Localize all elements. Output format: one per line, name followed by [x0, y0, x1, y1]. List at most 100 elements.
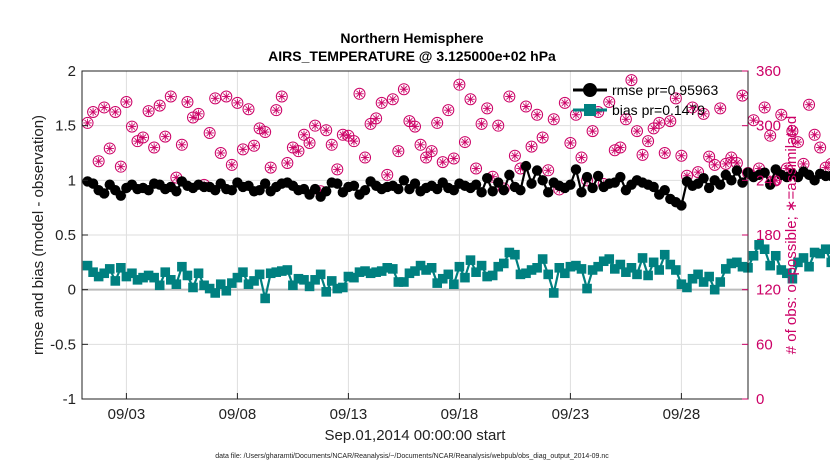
obs-possible-circle	[298, 128, 310, 141]
obs-possible-circle	[281, 157, 294, 170]
bias-point	[227, 278, 237, 288]
obs-marker	[120, 95, 133, 108]
legend-bias-label: bias pr=0.1479	[612, 102, 705, 118]
x-tick-label: 09/08	[219, 406, 257, 423]
obs-assimilated-star	[367, 120, 374, 128]
obs-marker	[492, 119, 505, 132]
obs-assimilated-star	[284, 159, 291, 167]
bias-point	[338, 282, 348, 293]
bias-point	[132, 275, 143, 285]
obs-assimilated-star	[289, 144, 297, 151]
obs-marker	[353, 87, 366, 100]
bias-point	[299, 275, 309, 285]
obs-possible-circle	[431, 116, 444, 129]
obs-assimilated-star	[445, 106, 452, 114]
bias-point	[748, 250, 759, 261]
bias-point	[410, 266, 420, 276]
rmse-point	[259, 178, 271, 189]
rmse-series	[82, 160, 830, 211]
bias-point	[449, 279, 459, 289]
obs-assimilated-star	[644, 137, 652, 145]
obs-marker	[264, 161, 277, 174]
obs-assimilated-star	[766, 132, 774, 139]
obs-marker	[359, 151, 372, 164]
obs-assimilated-star	[117, 163, 125, 170]
obs-marker	[714, 102, 727, 115]
obs-marker	[292, 145, 305, 158]
bias-point	[671, 265, 681, 275]
bias-point	[487, 270, 498, 281]
legend: rmse pr=0.95963 bias pr=0.1479	[573, 82, 718, 118]
obs-marker	[747, 114, 760, 127]
obs-possible-circle	[103, 142, 116, 155]
bias-point	[515, 269, 526, 280]
bias-point	[659, 249, 670, 260]
obs-marker	[453, 78, 466, 91]
obs-marker	[281, 157, 294, 170]
obs-possible-circle	[392, 145, 405, 158]
obs-marker	[175, 138, 188, 151]
obs-marker	[431, 116, 444, 129]
obs-marker	[736, 89, 749, 102]
obs-marker	[298, 128, 310, 141]
obs-assimilated-star	[178, 141, 186, 149]
bias-point	[732, 257, 742, 268]
obs-possible-circle	[686, 101, 699, 114]
bias-point	[465, 255, 476, 265]
obs-possible-circle	[619, 113, 632, 126]
obs-assimilated-star	[739, 92, 746, 99]
obs-assimilated-star	[234, 99, 241, 107]
bias-point	[404, 268, 415, 279]
obs-marker	[397, 83, 410, 96]
rmse-point	[309, 183, 321, 195]
bias-point	[171, 279, 182, 289]
obs-marker	[764, 129, 777, 142]
bias-point	[826, 257, 830, 268]
bias-point	[154, 280, 165, 291]
bias-point	[138, 272, 148, 283]
bias-point	[809, 247, 820, 258]
obs-marker	[270, 104, 283, 117]
obs-possible-circle	[825, 158, 830, 170]
bias-point	[476, 260, 487, 271]
obs-assimilated-star	[350, 137, 358, 145]
bias-point	[238, 267, 248, 277]
obs-possible-circle	[758, 101, 771, 114]
obs-assimilated-star	[139, 134, 147, 141]
obs-marker	[386, 93, 399, 106]
obs-assimilated-star	[112, 108, 119, 116]
bias-point	[510, 249, 520, 260]
obs-assimilated-star	[578, 154, 585, 161]
obs-possible-circle	[436, 156, 449, 169]
obs-assimilated-star	[467, 95, 474, 103]
bias-point	[554, 263, 565, 273]
obs-assimilated-star	[195, 110, 202, 118]
obs-marker	[692, 166, 705, 179]
obs-assimilated-star	[428, 147, 435, 155]
obs-assimilated-star	[228, 161, 236, 169]
x-tick-label: 09/13	[330, 406, 368, 423]
obs-marker	[664, 115, 677, 128]
bias-point	[254, 269, 265, 280]
rmse-point	[587, 182, 598, 194]
obs-assimilated-star	[789, 127, 796, 135]
chart-title: Northern Hemisphere	[340, 30, 483, 46]
bias-point	[521, 268, 531, 279]
obs-assimilated-star	[217, 149, 225, 157]
obs-possible-circle	[714, 102, 727, 115]
obs-marker	[547, 113, 560, 126]
obs-assimilated-star	[295, 147, 302, 155]
obs-possible-circle	[464, 93, 477, 106]
obs-marker	[159, 130, 172, 143]
obs-assimilated-star	[550, 116, 558, 123]
bias-point	[610, 264, 620, 274]
bias-point	[160, 267, 171, 277]
obs-assimilated-star	[322, 126, 330, 134]
bias-point	[593, 261, 603, 272]
obs-assimilated-star	[827, 164, 830, 168]
obs-possible-circle	[531, 108, 544, 121]
bias-point	[177, 261, 187, 272]
bias-point	[271, 267, 282, 277]
obs-marker	[503, 90, 516, 103]
bias-point	[277, 266, 287, 276]
